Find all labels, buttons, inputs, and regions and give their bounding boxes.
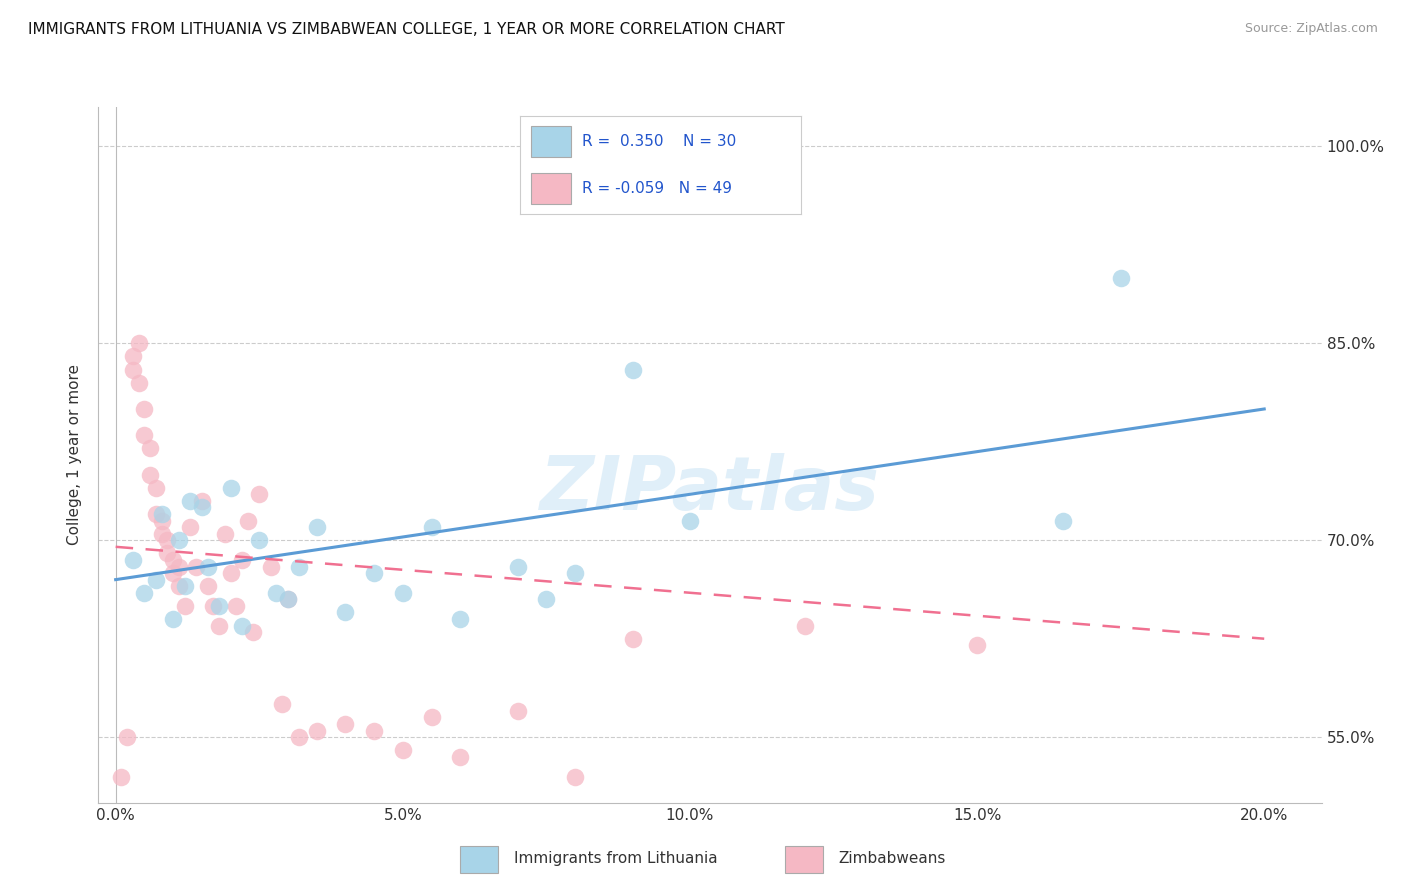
Point [122,350,145,364]
Point [679,514,702,528]
Point [197,559,219,574]
Point [225,599,247,613]
Point [214,526,236,541]
Point [162,612,184,626]
Point [391,743,413,757]
Point [621,362,644,376]
Point [966,638,988,652]
Point [184,559,207,574]
Point [793,618,815,632]
Point [162,553,184,567]
Text: R =  0.350    N = 30: R = 0.350 N = 30 [582,134,737,149]
Point [128,376,150,390]
Point [288,730,311,744]
Bar [460,847,499,873]
Point [167,559,190,574]
Point [208,599,231,613]
Point [197,579,219,593]
Point [1109,270,1132,285]
Point [156,533,179,548]
Point [260,559,283,574]
Text: Source: ZipAtlas.com: Source: ZipAtlas.com [1244,22,1378,36]
Point [231,618,253,632]
Point [219,481,242,495]
Point [128,336,150,351]
Text: R = -0.059   N = 49: R = -0.059 N = 49 [582,181,733,196]
Point [449,612,471,626]
Point [110,770,132,784]
Point [247,487,270,501]
Point [506,559,529,574]
Point [122,362,145,376]
Point [335,717,357,731]
Point [145,507,167,521]
Point [420,520,443,534]
Point [621,632,644,646]
Point [139,442,162,456]
Point [449,749,471,764]
Point [506,704,529,718]
Point [179,494,201,508]
Point [191,500,214,515]
Point [145,481,167,495]
Point [150,526,173,541]
Point [208,618,231,632]
Point [305,723,328,738]
Point [134,586,156,600]
Point [167,533,190,548]
Point [122,553,145,567]
Point [173,579,195,593]
Point [271,698,294,712]
Point [536,592,558,607]
Point [167,579,190,593]
Point [231,553,253,567]
Point [363,723,385,738]
Point [145,573,167,587]
Point [219,566,242,580]
Point [202,599,225,613]
Point [150,514,173,528]
Point [288,559,311,574]
Point [173,599,195,613]
Point [564,770,586,784]
Point [242,625,264,640]
Point [179,520,201,534]
Point [139,467,162,482]
Point [1052,514,1074,528]
Bar [531,173,571,204]
Point [277,592,299,607]
Point [134,428,156,442]
Point [266,586,288,600]
Text: Immigrants from Lithuania: Immigrants from Lithuania [515,851,717,866]
Point [134,401,156,416]
Point [363,566,385,580]
Point [305,520,328,534]
Point [115,730,138,744]
Text: Zimbabweans: Zimbabweans [838,851,946,866]
Text: IMMIGRANTS FROM LITHUANIA VS ZIMBABWEAN COLLEGE, 1 YEAR OR MORE CORRELATION CHAR: IMMIGRANTS FROM LITHUANIA VS ZIMBABWEAN … [28,22,785,37]
Point [162,566,184,580]
Y-axis label: College, 1 year or more: College, 1 year or more [67,365,83,545]
Point [247,533,270,548]
Point [277,592,299,607]
Point [150,507,173,521]
Point [564,566,586,580]
Point [420,710,443,724]
Point [236,514,259,528]
Point [335,606,357,620]
Point [191,494,214,508]
Point [156,546,179,560]
Text: ZIPatlas: ZIPatlas [540,453,880,526]
Bar [531,126,571,157]
Point [391,586,413,600]
Bar [785,847,824,873]
